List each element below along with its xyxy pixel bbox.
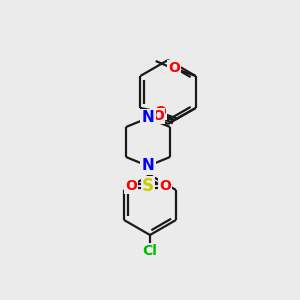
Text: O: O <box>152 109 164 123</box>
Text: Cl: Cl <box>142 244 158 258</box>
Text: O: O <box>159 179 171 193</box>
Text: S: S <box>142 177 154 195</box>
Text: O: O <box>125 179 137 193</box>
Text: N: N <box>142 158 154 173</box>
Text: O: O <box>168 61 180 75</box>
Text: O: O <box>154 105 166 119</box>
Text: N: N <box>142 110 154 125</box>
